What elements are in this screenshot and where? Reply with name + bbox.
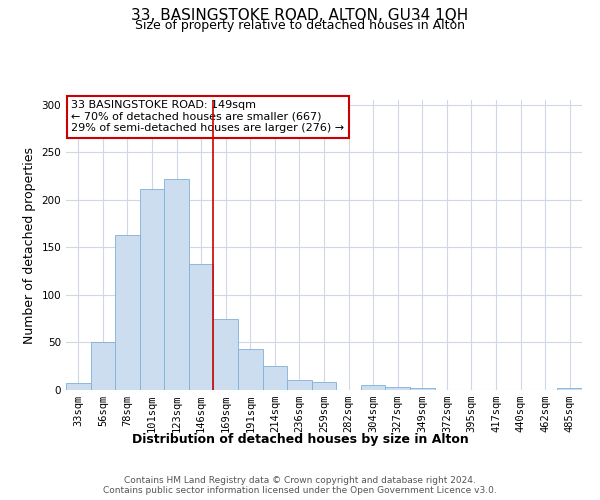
Text: Size of property relative to detached houses in Alton: Size of property relative to detached ho…	[135, 19, 465, 32]
Bar	[66, 384, 91, 390]
Y-axis label: Number of detached properties: Number of detached properties	[23, 146, 36, 344]
Bar	[140, 190, 164, 390]
Bar	[557, 388, 582, 390]
Bar	[115, 235, 140, 390]
Bar	[164, 179, 189, 390]
Bar	[410, 388, 434, 390]
Text: Distribution of detached houses by size in Alton: Distribution of detached houses by size …	[131, 432, 469, 446]
Bar	[214, 318, 238, 390]
Bar	[263, 366, 287, 390]
Bar	[189, 264, 214, 390]
Text: 33, BASINGSTOKE ROAD, ALTON, GU34 1QH: 33, BASINGSTOKE ROAD, ALTON, GU34 1QH	[131, 8, 469, 22]
Bar	[312, 382, 336, 390]
Text: 33 BASINGSTOKE ROAD: 149sqm
← 70% of detached houses are smaller (667)
29% of se: 33 BASINGSTOKE ROAD: 149sqm ← 70% of det…	[71, 100, 344, 133]
Bar	[385, 387, 410, 390]
Bar	[91, 342, 115, 390]
Bar	[238, 349, 263, 390]
Text: Contains public sector information licensed under the Open Government Licence v3: Contains public sector information licen…	[103, 486, 497, 495]
Bar	[287, 380, 312, 390]
Text: Contains HM Land Registry data © Crown copyright and database right 2024.: Contains HM Land Registry data © Crown c…	[124, 476, 476, 485]
Bar	[361, 385, 385, 390]
